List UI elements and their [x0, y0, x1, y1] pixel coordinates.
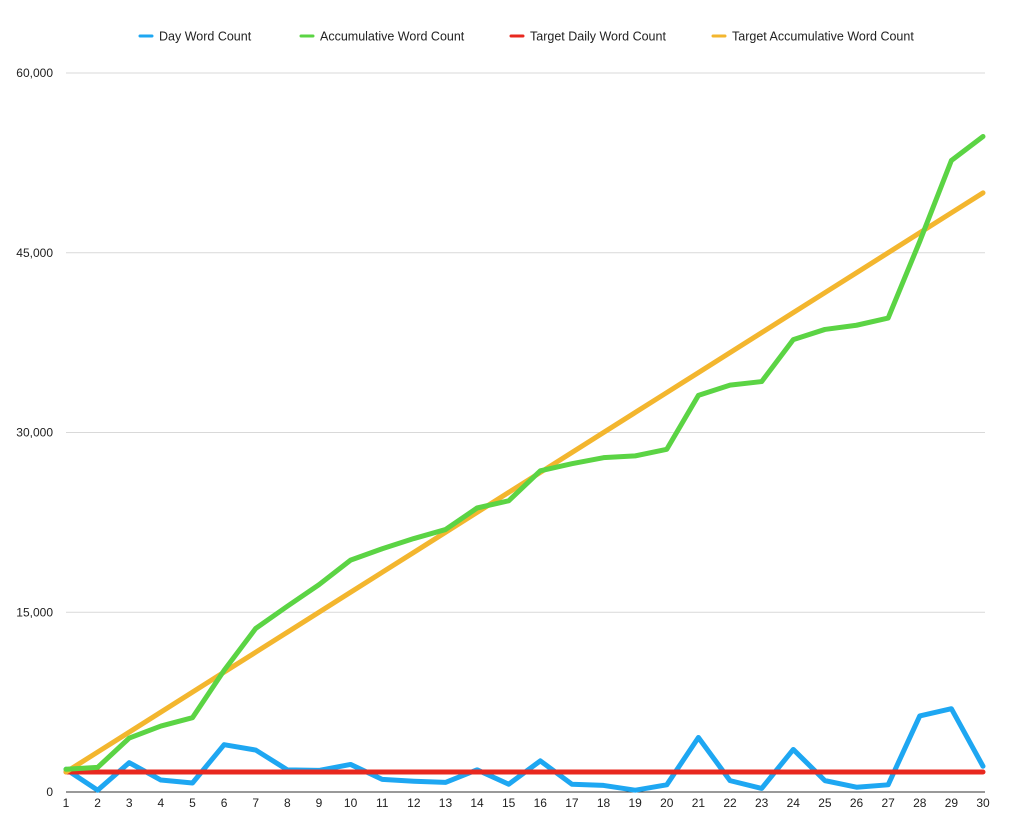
x-axis-ticks: 1 2 3 4 5 6 7 8 9 10 11 12 13 14 15 16 17 18 19 20 21 22 23 24 2… [63, 796, 990, 810]
x-tick-label: 6 [221, 796, 228, 810]
x-tick-label: 2 [94, 796, 101, 810]
series-lines [63, 134, 986, 793]
x-tick-label: 1 [63, 796, 70, 810]
y-tick-label: 30,000 [16, 426, 53, 440]
legend-item-accumulative-word-count: Accumulative Word Count [299, 30, 465, 44]
x-tick-label: 28 [913, 796, 927, 810]
x-tick-label: 25 [818, 796, 832, 810]
x-tick-label: 18 [597, 796, 611, 810]
series-line-accumulative-word-count [63, 134, 986, 772]
x-tick-label: 27 [881, 796, 895, 810]
x-tick-label: 7 [252, 796, 259, 810]
x-tick-label: 26 [850, 796, 864, 810]
x-tick-label: 4 [158, 796, 165, 810]
x-tick-label: 22 [723, 796, 737, 810]
y-tick-label: 15,000 [16, 605, 53, 619]
series-accumulative-word-count [63, 134, 986, 772]
y-tick-label: 45,000 [16, 246, 53, 260]
y-axis-ticks: 0 15,000 30,000 45,000 60,000 [16, 66, 53, 799]
y-tick-label: 0 [46, 785, 53, 799]
x-tick-label: 3 [126, 796, 133, 810]
legend-label: Accumulative Word Count [320, 30, 465, 44]
x-tick-label: 14 [470, 796, 484, 810]
legend-item-target-accumulative-word-count: Target Accumulative Word Count [711, 30, 914, 44]
x-tick-label: 17 [565, 796, 579, 810]
legend-label: Day Word Count [159, 30, 252, 44]
gridlines [66, 72, 985, 793]
y-tick-label: 60,000 [16, 66, 53, 80]
x-tick-label: 21 [692, 796, 706, 810]
legend-label: Target Accumulative Word Count [732, 30, 914, 44]
legend-item-target-daily-word-count: Target Daily Word Count [509, 30, 666, 44]
x-tick-label: 20 [660, 796, 674, 810]
x-tick-label: 19 [628, 796, 642, 810]
x-tick-label: 11 [376, 796, 389, 810]
x-tick-label: 30 [976, 796, 990, 810]
x-tick-label: 16 [534, 796, 548, 810]
x-tick-label: 24 [787, 796, 801, 810]
x-tick-label: 13 [439, 796, 453, 810]
series-day-word-count [63, 706, 986, 793]
x-tick-label: 5 [189, 796, 196, 810]
x-tick-label: 23 [755, 796, 769, 810]
x-tick-label: 8 [284, 796, 291, 810]
x-tick-label: 9 [316, 796, 323, 810]
x-tick-label: 15 [502, 796, 516, 810]
series-line-day-word-count [63, 706, 986, 793]
x-tick-label: 29 [945, 796, 959, 810]
x-tick-label: 12 [407, 796, 421, 810]
legend-item-day-word-count: Day Word Count [138, 30, 252, 44]
x-tick-label: 10 [344, 796, 358, 810]
legend: Day Word Count Accumulative Word Count Tar… [138, 30, 914, 44]
legend-label: Target Daily Word Count [530, 30, 666, 44]
